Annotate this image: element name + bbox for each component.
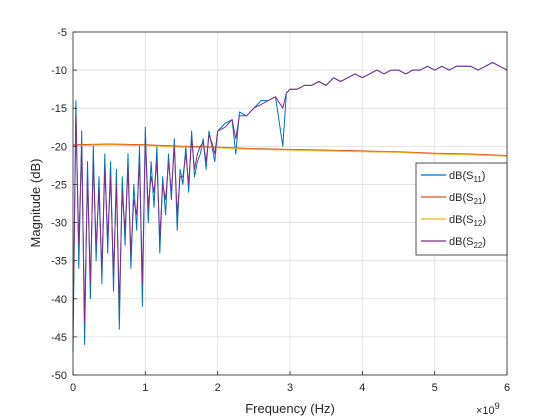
x-tick-label: 1	[142, 382, 148, 394]
legend-label-close: )	[482, 214, 486, 226]
y-tick-label: -45	[51, 332, 67, 344]
x-ticks: 0 1 2 3 4 5 6	[70, 371, 510, 394]
legend-label-subscript: 22	[473, 241, 482, 250]
legend-label-close: )	[482, 170, 486, 182]
x-tick-label: 4	[359, 382, 365, 394]
x-tick-label: 2	[215, 382, 221, 394]
y-tick-label: -35	[51, 256, 67, 268]
x-exponent-base: ×10	[476, 405, 495, 417]
x-tick-label: 0	[70, 382, 76, 394]
legend-label-name: dB(S	[449, 170, 473, 182]
y-axis-label: Magnitude (dB)	[28, 159, 43, 248]
legend-label-name: dB(S	[449, 192, 473, 204]
x-axis-label: Frequency (Hz)	[245, 401, 335, 416]
legend-label-subscript: 21	[473, 197, 482, 206]
legend-label-name: dB(S	[449, 214, 473, 226]
y-ticks: -50 -45 -40 -35 -30 -25 -20 -15 -10 -5	[51, 27, 77, 382]
x-tick-label: 3	[287, 382, 293, 394]
legend-label-subscript: 11	[473, 175, 482, 184]
series-layer	[72, 62, 508, 353]
y-tick-label: -50	[51, 370, 67, 382]
legend-label-s22: dB(S22)	[449, 236, 486, 250]
legend-label-close: )	[482, 192, 486, 204]
legend-label-s12: dB(S12)	[449, 214, 486, 228]
legend-label-s11: dB(S11)	[449, 170, 485, 184]
y-tick-label: -30	[51, 218, 67, 230]
x-exponent-power: 9	[495, 401, 500, 411]
x-exponent: ×109	[476, 401, 500, 417]
legend-box	[415, 162, 508, 256]
legend-label-s21: dB(S21)	[449, 192, 486, 206]
y-tick-label: -25	[51, 179, 67, 191]
legend-label-name: dB(S	[449, 236, 473, 248]
y-tick-label: -5	[57, 27, 67, 39]
x-tick-label: 5	[432, 382, 438, 394]
y-tick-label: -40	[51, 294, 67, 306]
legend-label-close: )	[482, 236, 486, 248]
y-tick-label: -20	[51, 141, 67, 153]
y-tick-label: -10	[51, 65, 67, 77]
legend: dB(S11)dB(S21)dB(S12)dB(S22)	[415, 162, 508, 256]
series-line-s22	[72, 62, 508, 330]
legend-label-subscript: 12	[473, 219, 482, 228]
y-tick-label: -15	[51, 103, 67, 115]
x-tick-label: 6	[504, 382, 510, 394]
